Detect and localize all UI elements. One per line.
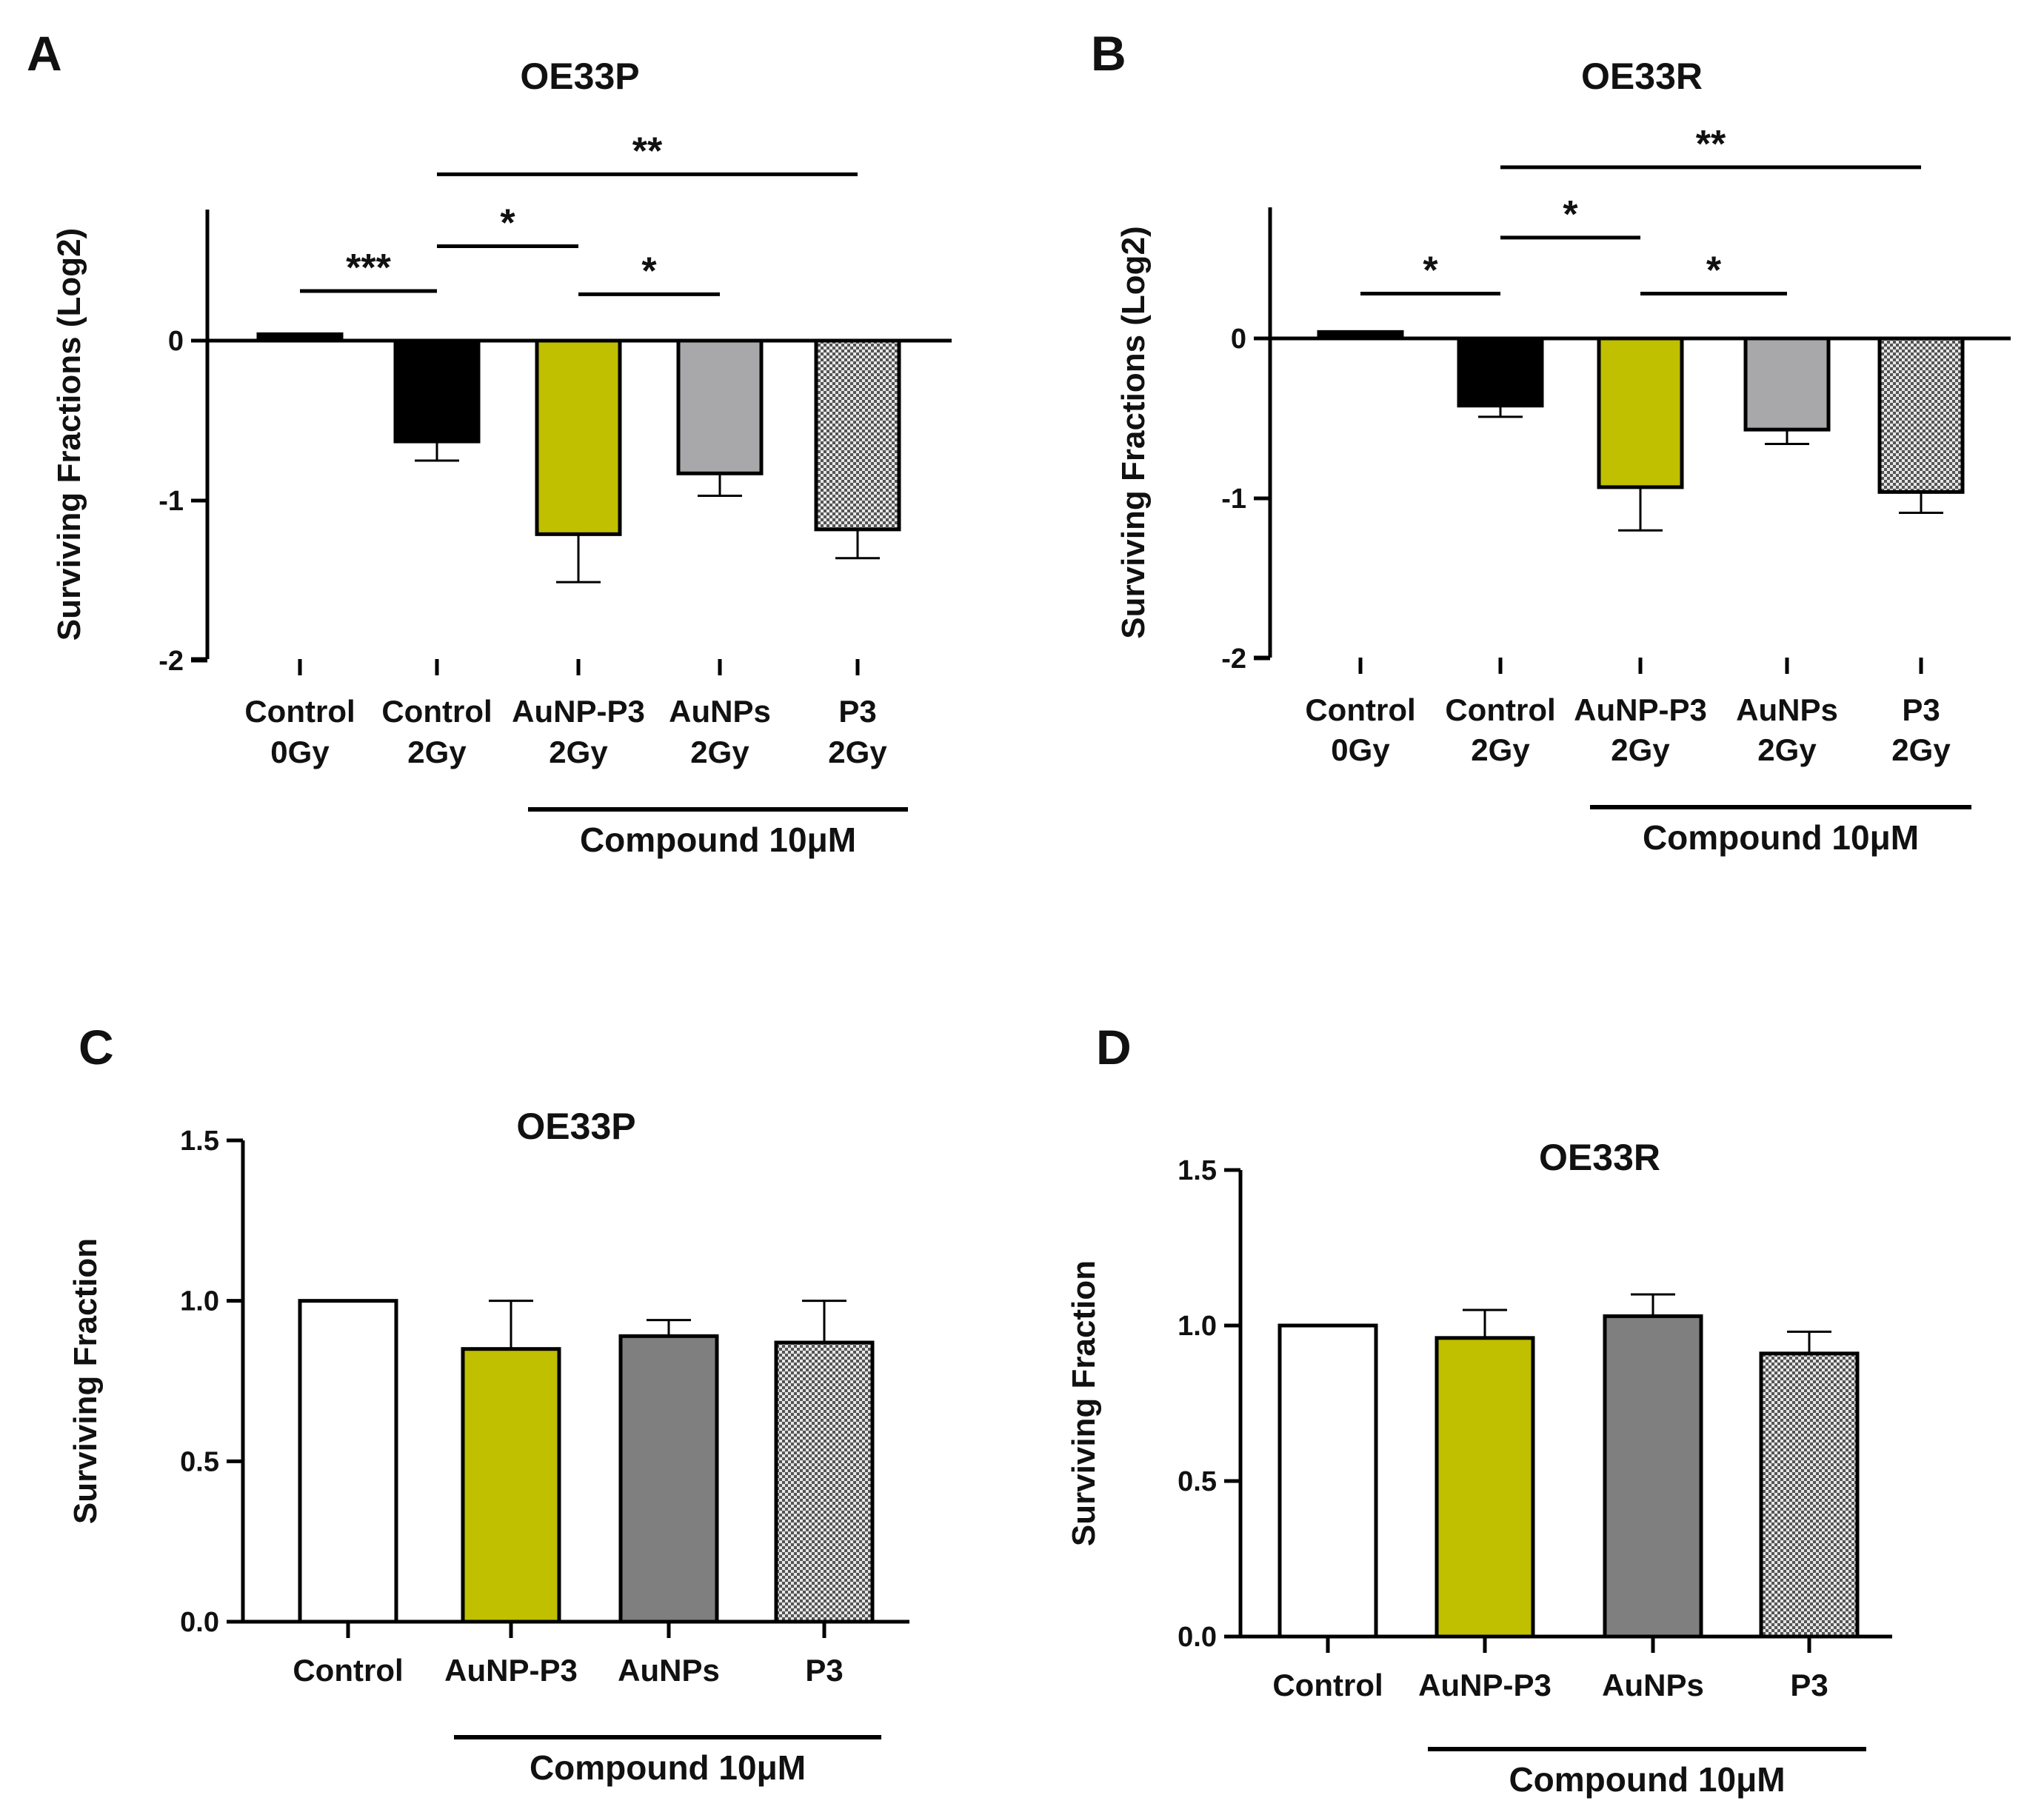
y-tick-label: 1.5 — [180, 1126, 219, 1157]
bar-aunp-p3-2gy — [535, 338, 622, 536]
x-tick-label-dose: 0Gy — [1331, 732, 1390, 767]
panel-letter: C — [79, 1020, 114, 1074]
x-tick-label: AuNPs — [1602, 1668, 1704, 1702]
y-tick-label: 0.5 — [180, 1446, 219, 1477]
significance-label: * — [1423, 250, 1438, 293]
bar-control-2gy — [1457, 336, 1544, 408]
bar-aunp-p3 — [1435, 1336, 1535, 1639]
chart-title: OE33P — [520, 56, 639, 97]
y-tick-label: -2 — [158, 646, 184, 677]
bar-aunps-2gy — [676, 338, 764, 475]
chart-panel-d: D OE33R 0.0 0.5 1.0 1.5 Surviving Fraction Cont… — [1066, 1020, 1892, 1799]
panel-letter: B — [1091, 26, 1126, 81]
x-tick-label-dose: 2Gy — [1891, 732, 1951, 767]
y-tick-label: 0 — [168, 326, 184, 357]
significance-label: * — [1706, 250, 1722, 293]
chart-panel-c: C OE33P 0.0 0.5 1.0 1.5 Surviving Fraction Cont… — [67, 1020, 909, 1787]
significance-label: * — [641, 250, 657, 293]
y-tick-label: -1 — [158, 486, 184, 517]
x-tick-label: Control — [381, 694, 492, 729]
chart-title: OE33R — [1581, 56, 1703, 97]
significance-label: * — [500, 202, 515, 245]
bar-aunps — [1603, 1314, 1703, 1639]
significance-label: *** — [346, 247, 391, 290]
x-tick-label: Control — [1305, 692, 1415, 727]
x-tick-label: AuNPs — [1736, 692, 1838, 727]
y-tick-label: 1.0 — [1178, 1311, 1217, 1342]
y-tick-label: 0.0 — [180, 1607, 219, 1638]
x-tick-label: P3 — [838, 694, 876, 729]
group-label: Compound 10μM — [1509, 1760, 1785, 1799]
y-tick-label: 0.0 — [1178, 1622, 1217, 1653]
bar-p3-2gy — [814, 338, 901, 532]
x-tick-label: AuNP-P3 — [512, 694, 645, 729]
significance-label: ** — [1696, 123, 1726, 166]
x-tick-label: AuNPs — [669, 694, 771, 729]
x-tick-label: Control — [293, 1653, 403, 1688]
x-tick-label-dose: 2Gy — [1757, 732, 1817, 767]
y-tick-label: 0 — [1231, 324, 1246, 355]
y-tick-label: 1.5 — [1178, 1155, 1217, 1186]
x-tick-label: P3 — [1902, 692, 1940, 727]
x-tick-label: P3 — [1790, 1668, 1828, 1702]
bar-p3-2gy — [1877, 336, 1965, 494]
x-tick-label: Control — [1272, 1668, 1383, 1702]
y-axis-label: Surviving Fractions (Log2) — [51, 228, 87, 641]
x-tick-label-dose: 2Gy — [407, 735, 467, 769]
x-tick-label-dose: 0Gy — [270, 735, 330, 769]
x-tick-label: Control — [244, 694, 355, 729]
group-label: Compound 10μM — [1643, 818, 1919, 857]
chart-panel-b: B OE33R 0 -1 -2 Surviving Fractions (Log2) Con… — [1091, 26, 2011, 857]
bar-control — [1278, 1323, 1378, 1639]
x-tick-label-dose: 2Gy — [1471, 732, 1530, 767]
bar-control-0gy — [1317, 330, 1404, 341]
bar-control-2gy — [393, 338, 481, 444]
y-axis-label: Surviving Fractions (Log2) — [1115, 226, 1152, 638]
chart-title: OE33R — [1539, 1137, 1660, 1178]
x-tick-label-dose: 2Gy — [549, 735, 608, 769]
x-tick-label-dose: 2Gy — [690, 735, 749, 769]
x-tick-label-dose: 2Gy — [828, 735, 887, 769]
bar-aunp-p3-2gy — [1597, 336, 1684, 489]
y-tick-label: 0.5 — [1178, 1466, 1217, 1497]
x-tick-label: AuNP-P3 — [1574, 692, 1707, 727]
x-tick-label: Control — [1445, 692, 1555, 727]
bar-p3 — [774, 1340, 875, 1624]
panel-letter: D — [1096, 1020, 1132, 1074]
bar-control — [298, 1299, 398, 1624]
y-tick-label: -1 — [1221, 484, 1246, 515]
chart-panel-a: A OE33P 0 -1 -2 Surviving Fractions (Log2) Con… — [27, 26, 952, 859]
y-axis-label: Surviving Fraction — [67, 1238, 104, 1524]
panel-letter: A — [27, 26, 62, 81]
x-tick-label: AuNP-P3 — [1418, 1668, 1552, 1702]
chart-title: OE33P — [516, 1106, 635, 1147]
group-label: Compound 10μM — [580, 820, 856, 859]
bar-p3 — [1759, 1351, 1860, 1639]
x-tick-label: AuNP-P3 — [444, 1653, 578, 1688]
bar-aunps — [618, 1334, 719, 1624]
x-tick-label-dose: 2Gy — [1611, 732, 1670, 767]
bar-aunps-2gy — [1743, 336, 1831, 432]
significance-label: ** — [632, 130, 663, 173]
x-tick-label: P3 — [805, 1653, 843, 1688]
x-tick-label: AuNPs — [618, 1653, 720, 1688]
bar-control-0gy — [256, 332, 344, 343]
y-tick-label: -2 — [1221, 644, 1246, 675]
y-tick-label: 1.0 — [180, 1286, 219, 1317]
significance-label: * — [1563, 193, 1578, 236]
group-label: Compound 10μM — [530, 1748, 806, 1787]
y-axis-label: Surviving Fraction — [1066, 1260, 1102, 1546]
bar-aunp-p3 — [461, 1347, 561, 1624]
